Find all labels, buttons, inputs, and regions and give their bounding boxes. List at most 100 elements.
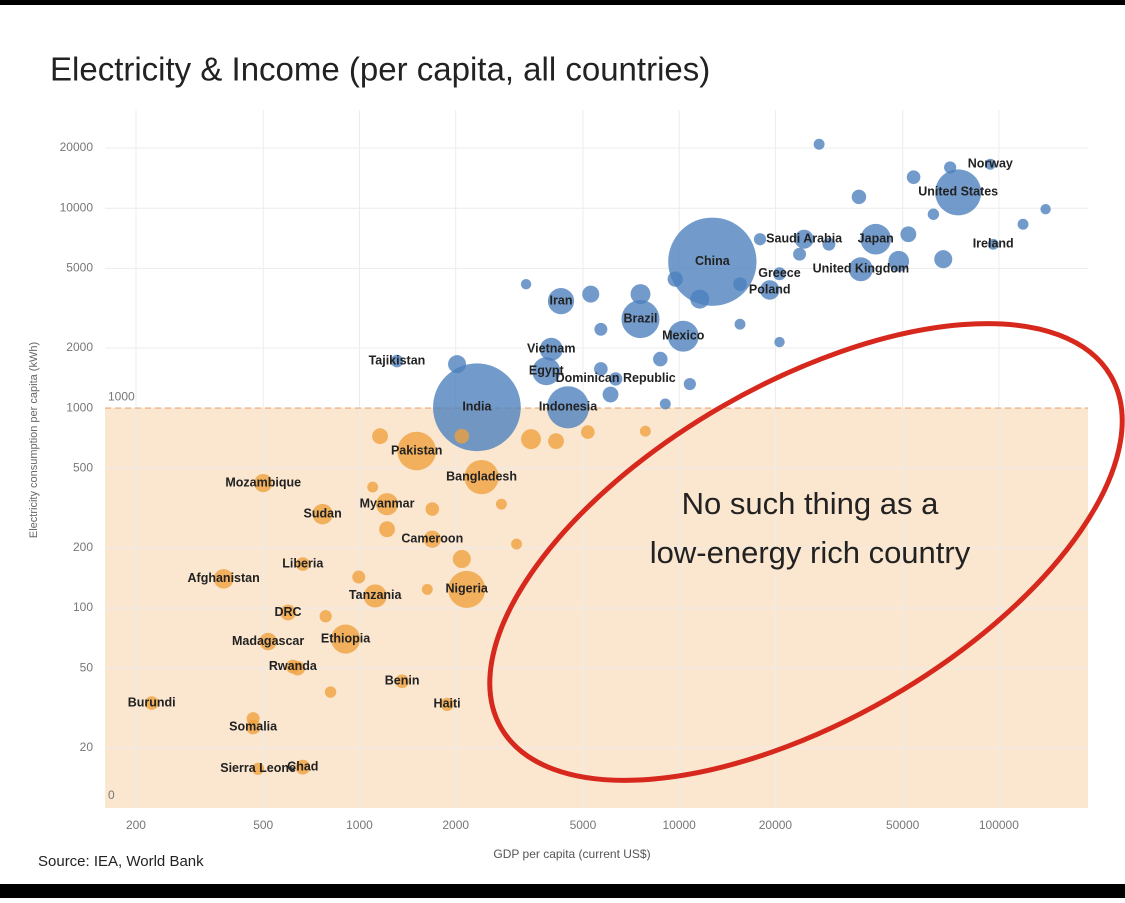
marks bbox=[144, 138, 1051, 775]
bubble bbox=[440, 697, 454, 711]
bubble bbox=[521, 429, 541, 450]
bubble bbox=[495, 498, 507, 510]
y-tick-label: 50 bbox=[80, 660, 94, 674]
bubble bbox=[753, 233, 767, 246]
threshold-label: 1000 bbox=[108, 389, 135, 403]
country-label: Egypt bbox=[529, 364, 565, 378]
country-label: Tajikistan bbox=[369, 353, 426, 367]
country-label: Haiti bbox=[434, 697, 461, 711]
x-tick-label: 50000 bbox=[886, 818, 920, 832]
country-label: Japan bbox=[858, 231, 894, 245]
bubble bbox=[397, 431, 436, 471]
country-label: Dominican Republic bbox=[556, 371, 676, 385]
bubble bbox=[423, 530, 441, 548]
bubble bbox=[213, 569, 234, 589]
bubble bbox=[609, 372, 623, 386]
bubble bbox=[252, 762, 265, 775]
bubble bbox=[352, 570, 366, 584]
country-label: Chad bbox=[287, 759, 318, 773]
bubble bbox=[246, 712, 260, 726]
country-label: Poland bbox=[749, 282, 791, 296]
bubble bbox=[319, 610, 332, 623]
country-label: Liberia bbox=[282, 556, 324, 570]
y-tick-label: 1000 bbox=[66, 400, 93, 414]
bubble bbox=[602, 386, 619, 403]
y-tick-label: 5000 bbox=[66, 261, 93, 275]
country-label: Madagascar bbox=[232, 634, 304, 648]
country-label: Myanmar bbox=[360, 496, 415, 510]
country-label: Sudan bbox=[304, 506, 342, 520]
country-label: Mexico bbox=[662, 329, 705, 343]
bubble bbox=[793, 247, 807, 261]
bubble bbox=[324, 686, 337, 698]
bubble bbox=[888, 250, 910, 272]
country-label: Pakistan bbox=[391, 443, 442, 457]
bubble bbox=[630, 284, 651, 305]
bubble bbox=[546, 386, 590, 429]
bubble bbox=[848, 257, 873, 282]
annotation-line: low-energy rich country bbox=[650, 535, 971, 570]
country-label: Mozambique bbox=[225, 475, 301, 489]
country-label: Indonesia bbox=[539, 400, 598, 414]
country-label: Ethiopia bbox=[321, 631, 371, 645]
country-label: China bbox=[695, 254, 731, 268]
bubble bbox=[532, 357, 561, 386]
bubble bbox=[659, 398, 671, 410]
bubble bbox=[690, 289, 710, 309]
country-label: Vietnam bbox=[527, 342, 575, 356]
bubble bbox=[851, 189, 867, 205]
bubble bbox=[934, 250, 953, 269]
bubble bbox=[860, 223, 892, 255]
x-tick-label: 200 bbox=[126, 818, 146, 832]
bubble bbox=[594, 322, 608, 336]
bubble bbox=[906, 170, 921, 184]
x-tick-label: 500 bbox=[253, 818, 273, 832]
y-tick-label: 10000 bbox=[60, 200, 94, 214]
y-tick-label: 500 bbox=[73, 461, 93, 475]
bubble bbox=[280, 604, 296, 621]
y-tick-label: 200 bbox=[73, 540, 93, 554]
country-label: United States bbox=[918, 185, 998, 199]
bubble bbox=[464, 459, 499, 495]
country-label: Nigeria bbox=[446, 582, 489, 596]
bubble bbox=[667, 271, 683, 287]
bubble bbox=[984, 158, 996, 170]
bubble bbox=[520, 278, 532, 290]
top-bar bbox=[0, 0, 1125, 5]
bubble bbox=[900, 226, 917, 243]
bubble bbox=[794, 229, 814, 249]
bubble bbox=[935, 169, 982, 216]
bubble bbox=[144, 696, 159, 710]
bubble bbox=[448, 355, 467, 374]
x-tick-label: 20000 bbox=[759, 818, 793, 832]
grid: 10000 200 500 1000 2000 5000 10000 20000 50000 10… bbox=[60, 110, 1088, 832]
y-axis-label: Electricity consumption per capita (kWh) bbox=[28, 342, 40, 538]
bubble bbox=[774, 336, 785, 348]
bubble bbox=[433, 363, 521, 452]
bubble bbox=[259, 632, 277, 651]
bubble bbox=[375, 493, 399, 516]
x-tick-label: 10000 bbox=[662, 818, 696, 832]
x-axis-label: GDP per capita (current US$) bbox=[493, 847, 650, 861]
country-label: Cameroon bbox=[401, 532, 463, 546]
bubble bbox=[454, 428, 470, 444]
bubble bbox=[290, 661, 305, 676]
country-label: Greece bbox=[758, 266, 800, 280]
country-label: Bangladesh bbox=[446, 469, 517, 483]
chart-title: Electricity & Income (per capita, all co… bbox=[50, 51, 710, 88]
bubble bbox=[944, 161, 957, 174]
country-label: India bbox=[462, 400, 492, 414]
bubble bbox=[667, 320, 699, 352]
x-tick-label: 100000 bbox=[979, 818, 1019, 832]
bubble bbox=[621, 300, 660, 339]
bottom-bar bbox=[0, 884, 1125, 898]
bubble bbox=[639, 425, 651, 437]
country-label: Saudi Arabia bbox=[766, 231, 843, 245]
country-label: Norway bbox=[968, 157, 1013, 171]
bubble bbox=[448, 570, 486, 608]
x-tick-label: 2000 bbox=[442, 818, 469, 832]
bubble bbox=[927, 208, 940, 220]
bubble bbox=[421, 583, 433, 595]
y-tick-label: 20 bbox=[80, 740, 94, 754]
bubble bbox=[295, 557, 310, 571]
